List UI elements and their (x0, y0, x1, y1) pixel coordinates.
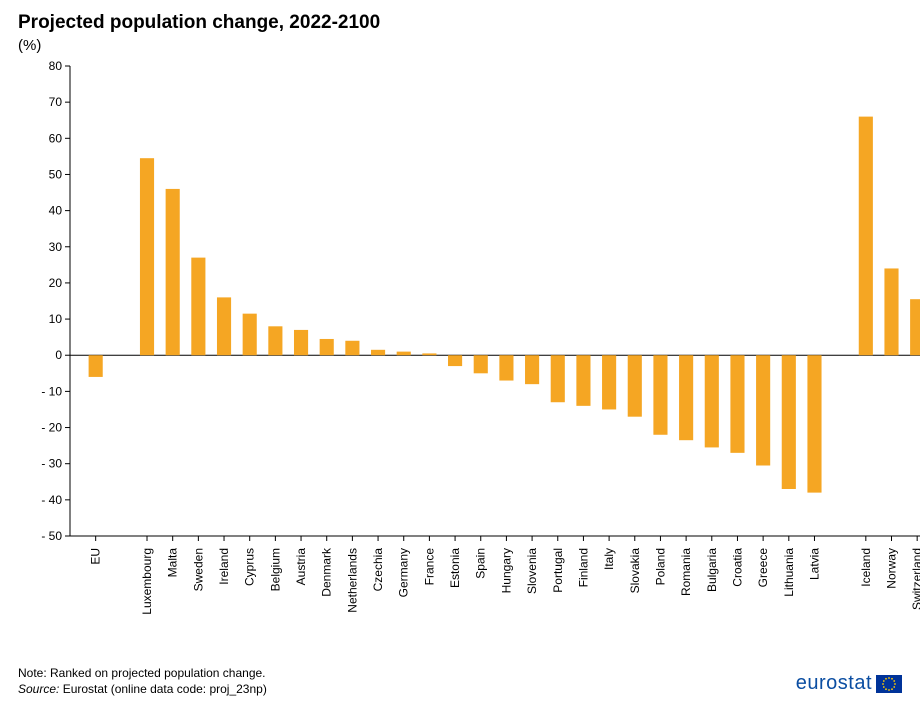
x-tick-label: Portugal (551, 548, 565, 593)
y-tick-label: - 40 (41, 493, 62, 507)
x-tick-label: Spain (474, 548, 488, 579)
x-tick-label: Slovakia (628, 547, 642, 593)
x-tick-label: Poland (653, 548, 667, 585)
bar (448, 355, 462, 366)
logo-text: eurostat (796, 672, 872, 695)
x-tick-label: Austria (294, 547, 308, 585)
bar (268, 326, 282, 355)
bar (705, 355, 719, 447)
note-text: Note: Ranked on projected population cha… (18, 665, 267, 681)
bar (474, 355, 488, 373)
bar (910, 299, 920, 355)
bar (499, 355, 513, 380)
bar (397, 351, 411, 355)
source-label: Source: (18, 682, 59, 696)
x-tick-label: Belgium (268, 548, 282, 591)
x-tick-label: Greece (756, 547, 770, 587)
y-tick-label: - 10 (41, 384, 62, 398)
bar (320, 339, 334, 355)
x-tick-label: Iceland (859, 548, 873, 587)
x-tick-label: Bulgaria (705, 547, 719, 591)
x-tick-label: Czechia (371, 547, 385, 591)
x-tick-label: Germany (397, 548, 411, 597)
bar (89, 355, 103, 377)
bar (884, 268, 898, 355)
footer-notes: Note: Ranked on projected population cha… (18, 665, 267, 697)
x-tick-label: Finland (576, 548, 590, 587)
bar (551, 355, 565, 402)
bar (782, 355, 796, 489)
x-tick-label: Luxembourg (140, 548, 154, 615)
y-tick-label: 30 (49, 240, 63, 254)
bar (217, 297, 231, 355)
x-tick-label: Croatia (730, 547, 744, 586)
y-tick-label: - 30 (41, 456, 62, 470)
source-text: Eurostat (online data code: proj_23np) (59, 682, 266, 696)
bar (371, 350, 385, 355)
y-tick-label: 70 (49, 95, 63, 109)
eu-flag-icon (876, 675, 902, 693)
y-tick-label: - 50 (41, 529, 62, 543)
x-tick-label: Slovenia (525, 547, 539, 593)
y-tick-label: 20 (49, 276, 63, 290)
x-tick-label: Estonia (448, 547, 462, 587)
chart-subtitle: (%) (18, 37, 902, 54)
y-tick-label: 40 (49, 203, 63, 217)
x-tick-label: Netherlands (345, 548, 359, 613)
y-tick-label: 60 (49, 131, 63, 145)
bar (679, 355, 693, 440)
x-tick-label: EU (89, 548, 103, 565)
y-tick-label: 80 (49, 59, 63, 73)
bar-chart: - 50 - 40 - 30 - 20 - 10 0 10 20 30 40 50 60 70 80 EU L… (18, 58, 920, 636)
x-tick-label: Ireland (217, 548, 231, 585)
bar (653, 355, 667, 435)
x-tick-label: Romania (679, 547, 693, 595)
bar (140, 158, 154, 355)
y-tick-label: 50 (49, 167, 63, 181)
x-tick-label: Lithuania (782, 547, 796, 596)
bar (859, 116, 873, 355)
bar (756, 355, 770, 465)
y-tick-label: - 20 (41, 420, 62, 434)
x-tick-label: Denmark (320, 547, 334, 597)
bar (628, 355, 642, 416)
bar (602, 355, 616, 409)
y-tick-label: 0 (55, 348, 62, 362)
bar (576, 355, 590, 406)
x-tick-label: Latvia (807, 547, 821, 579)
x-tick-label: Malta (166, 547, 180, 577)
bar (730, 355, 744, 453)
x-tick-label: Switzerland (910, 548, 920, 610)
x-tick-label: Sweden (191, 548, 205, 591)
y-tick-label: 10 (49, 312, 63, 326)
x-tick-label: Hungary (499, 548, 513, 593)
bar (807, 355, 821, 492)
x-tick-label: Italy (602, 548, 616, 570)
bar (345, 341, 359, 355)
bar (525, 355, 539, 384)
source-line: Source: Eurostat (online data code: proj… (18, 681, 267, 697)
x-tick-label: Cyprus (243, 548, 257, 586)
bar (422, 353, 436, 355)
eurostat-logo: eurostat (796, 672, 902, 695)
bar (243, 313, 257, 355)
bar (191, 257, 205, 355)
x-tick-label: Norway (884, 548, 898, 589)
bar (294, 330, 308, 355)
bar (166, 189, 180, 355)
chart-page: Projected population change, 2022-2100 (… (0, 0, 920, 709)
plot-area: - 50 - 40 - 30 - 20 - 10 0 10 20 30 40 50 60 70 80 EU L… (18, 58, 902, 641)
chart-title: Projected population change, 2022-2100 (18, 12, 902, 35)
x-tick-label: France (422, 547, 436, 585)
